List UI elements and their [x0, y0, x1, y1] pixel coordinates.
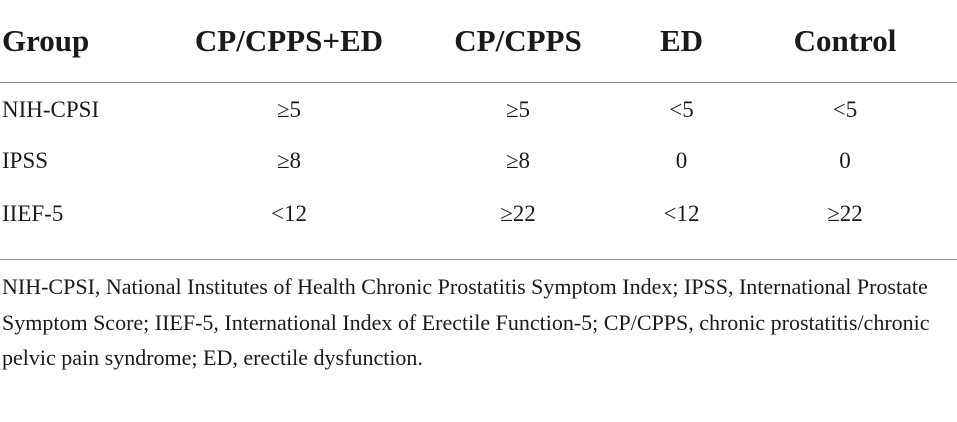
table-cell: 0 [675, 148, 688, 173]
group-criteria-table: Group CP/CPPS+ED CP/CPPS ED Control NIH-… [0, 0, 957, 245]
header-control: Control [733, 0, 957, 83]
table-cell: 0 [839, 148, 851, 173]
header-cpcpps: CP/CPPS [406, 0, 630, 83]
criteria-table-container: Group CP/CPPS+ED CP/CPPS ED Control NIH-… [0, 0, 957, 245]
table-cell: ≥22 [827, 201, 863, 226]
table-cell: <12 [271, 201, 307, 226]
row-label: IPSS [2, 148, 49, 173]
table-row: IPSS ≥8 ≥8 0 0 [0, 135, 957, 187]
header-cpcpps-ed: CP/CPPS+ED [172, 0, 406, 83]
table-cell: ≥8 [276, 148, 302, 173]
table-cell: ≥5 [505, 97, 531, 122]
table-row: NIH-CPSI ≥5 ≥5 <5 <5 [0, 83, 957, 136]
header-group: Group [0, 0, 172, 83]
table-cell: ≥22 [500, 201, 536, 226]
table-cell: <5 [669, 97, 694, 122]
header-ed: ED [630, 0, 733, 83]
table-header-row: Group CP/CPPS+ED CP/CPPS ED Control [0, 0, 957, 83]
row-label: NIH-CPSI [2, 97, 100, 122]
footnote-divider [0, 259, 957, 260]
row-label: IIEF-5 [2, 201, 64, 226]
table-row: IIEF-5 <12 ≥22 <12 ≥22 [0, 187, 957, 245]
table-cell: <12 [663, 201, 700, 226]
table-footnote: NIH-CPSI, National Institutes of Health … [2, 274, 930, 370]
table-cell: ≥5 [276, 97, 302, 122]
table-cell: ≥8 [505, 148, 531, 173]
table-cell: <5 [832, 97, 858, 122]
